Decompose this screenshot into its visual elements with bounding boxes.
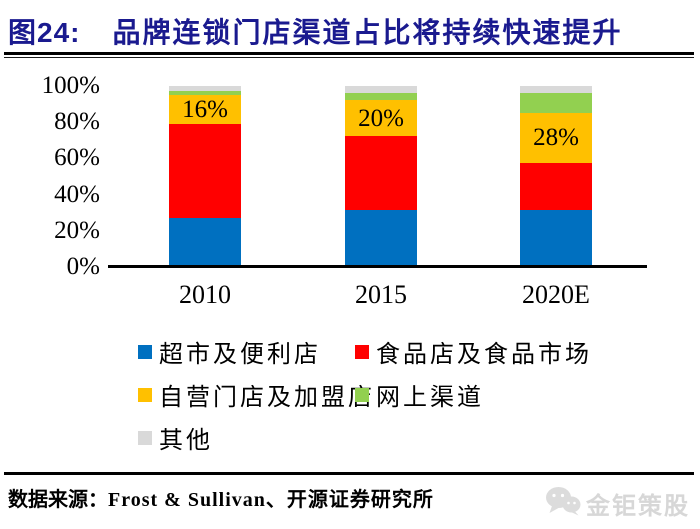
segment-online-channel — [169, 91, 241, 95]
segment-food-stores-markets — [520, 162, 592, 210]
data-source: 数据来源：Frost & Sullivan、开源证券研究所 — [8, 483, 434, 512]
legend-swatch-online-channel — [355, 387, 369, 402]
legend-item-supermarket-convenience: 超市及便利店 — [138, 337, 355, 368]
segment-others — [169, 86, 241, 92]
brand-watermark: 金钜策股 — [545, 486, 690, 521]
figure-title: 品牌连锁门店渠道占比将持续快速提升 — [112, 17, 623, 48]
segment-online-channel — [520, 93, 592, 113]
x-tick-label: 2015 — [355, 280, 407, 309]
legend-label: 网上渠道 — [376, 385, 484, 411]
segment-owned-franchise-stores: 28% — [520, 112, 592, 163]
legend-label: 自营门店及加盟店 — [159, 385, 375, 411]
chart-legend: 超市及便利店 食品店及食品市场 自营门店及加盟店 网上渠道其他 — [138, 337, 592, 454]
figure-number: 图24: — [8, 17, 81, 48]
y-tick-label: 40% — [54, 180, 100, 208]
legend-swatch-food-stores-markets — [355, 344, 369, 359]
x-axis: 2010 2015 2020E — [108, 280, 647, 310]
legend-item-online-channel: 网上渠道 — [355, 380, 592, 411]
legend-label: 食品店及食品市场 — [376, 342, 592, 368]
stacked-bar-chart: 0% 20% 40% 60% 80% 100% 16% 20% 28% 2010 2015 202… — [0, 0, 647, 310]
y-tick-label: 80% — [54, 108, 100, 136]
segment-others — [520, 86, 592, 94]
wechat-icon — [545, 486, 581, 521]
data-source-text: Frost & Sullivan、开源证券研究所 — [108, 489, 434, 511]
header-divider-thin — [4, 57, 694, 58]
footer-divider — [4, 472, 694, 475]
segment-others — [345, 86, 417, 94]
y-tick-label: 0% — [66, 253, 100, 280]
header-divider-thick — [4, 52, 694, 55]
bar-2015: 20% — [345, 86, 417, 265]
legend-label: 超市及便利店 — [159, 342, 321, 368]
segment-supermarket-convenience — [520, 209, 592, 265]
segment-supermarket-convenience — [345, 209, 417, 265]
watermark-text: 金钜策股 — [586, 494, 690, 520]
data-label: 28% — [533, 124, 579, 152]
y-tick-label: 60% — [54, 144, 100, 172]
legend-item-others: 其他 — [138, 423, 355, 454]
segment-online-channel — [345, 93, 417, 101]
segment-owned-franchise-stores: 16% — [169, 94, 241, 124]
figure-header: 图24: 品牌连锁门店渠道占比将持续快速提升 — [8, 11, 623, 51]
y-tick-label: 100% — [41, 72, 100, 99]
x-tick-label: 2010 — [179, 280, 231, 309]
data-source-label: 数据来源： — [8, 489, 108, 511]
x-tick-label: 2020E — [522, 280, 590, 309]
legend-swatch-owned-franchise-stores — [138, 387, 152, 402]
bar-2010: 16% — [169, 86, 241, 265]
data-label: 16% — [182, 95, 228, 123]
y-axis: 0% 20% 40% 60% 80% 100% — [0, 0, 100, 300]
segment-food-stores-markets — [345, 136, 417, 210]
plot-area: 16% 20% 28% — [108, 86, 647, 268]
legend-swatch-others — [138, 430, 152, 445]
bar-2020e: 28% — [520, 86, 592, 265]
segment-food-stores-markets — [169, 123, 241, 219]
legend-item-owned-franchise-stores: 自营门店及加盟店 — [138, 380, 372, 411]
segment-supermarket-convenience — [169, 218, 241, 265]
segment-owned-franchise-stores: 20% — [345, 100, 417, 137]
legend-swatch-supermarket-convenience — [138, 344, 152, 359]
legend-label: 其他 — [159, 428, 213, 454]
data-label: 20% — [358, 104, 404, 132]
y-tick-label: 20% — [54, 216, 100, 244]
legend-item-food-stores-markets: 食品店及食品市场 — [355, 337, 592, 368]
